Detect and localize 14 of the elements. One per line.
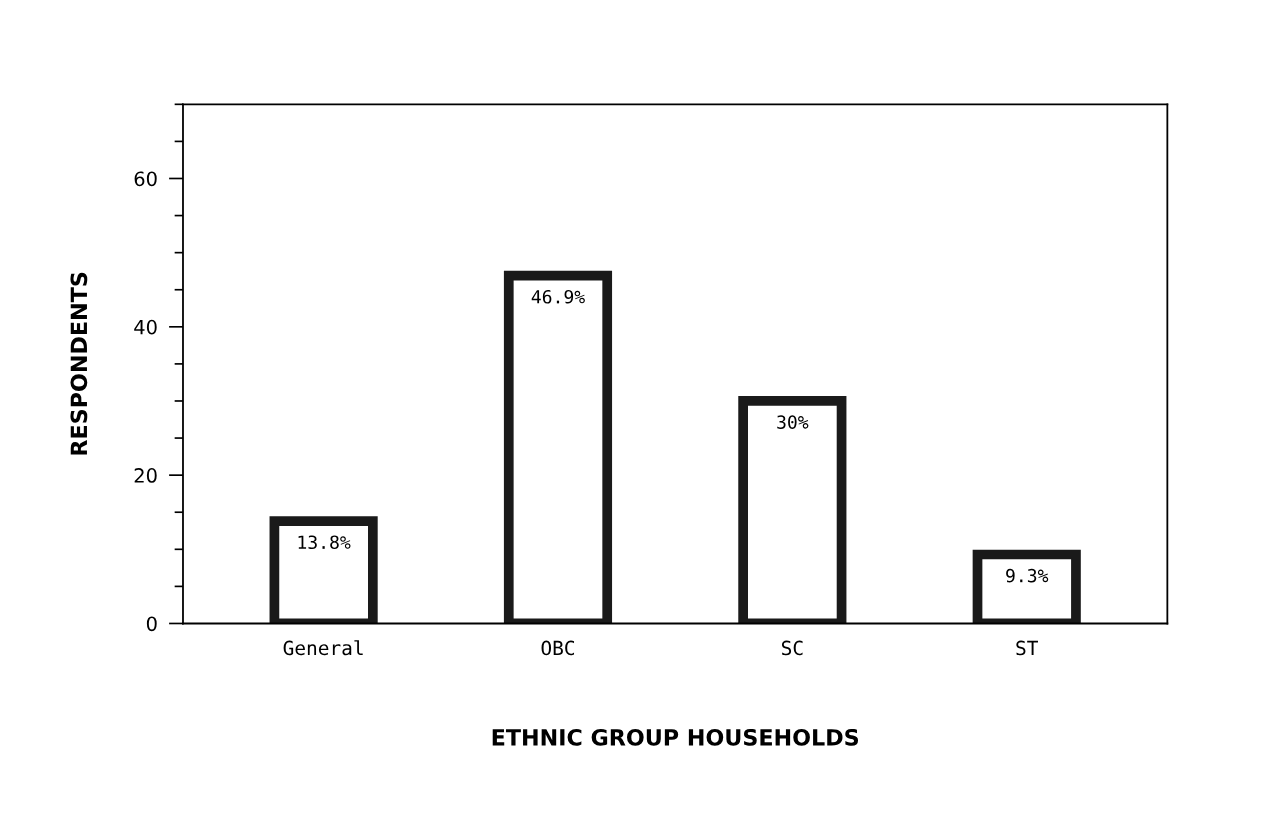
data-label: 30% (777, 415, 809, 429)
data-label: 13.8% (298, 535, 351, 550)
x-axis-title: ETHNIC GROUP HOUSEHOLDS (492, 728, 859, 746)
data-label: 46.9% (531, 289, 585, 304)
y-tick-label: 0 (146, 616, 157, 632)
x-tick-label: SC (781, 640, 803, 656)
y-axis-title: RESPONDENTS (70, 272, 88, 455)
y-tick-label: 40 (134, 319, 157, 335)
x-tick-label: OBC (541, 640, 575, 656)
y-tick-label: 60 (134, 171, 157, 187)
data-label: 9.3% (1006, 568, 1049, 583)
y-tick-label: 20 (134, 468, 157, 483)
x-tick-label: ST (1016, 640, 1038, 656)
x-tick-label: General (283, 640, 363, 656)
